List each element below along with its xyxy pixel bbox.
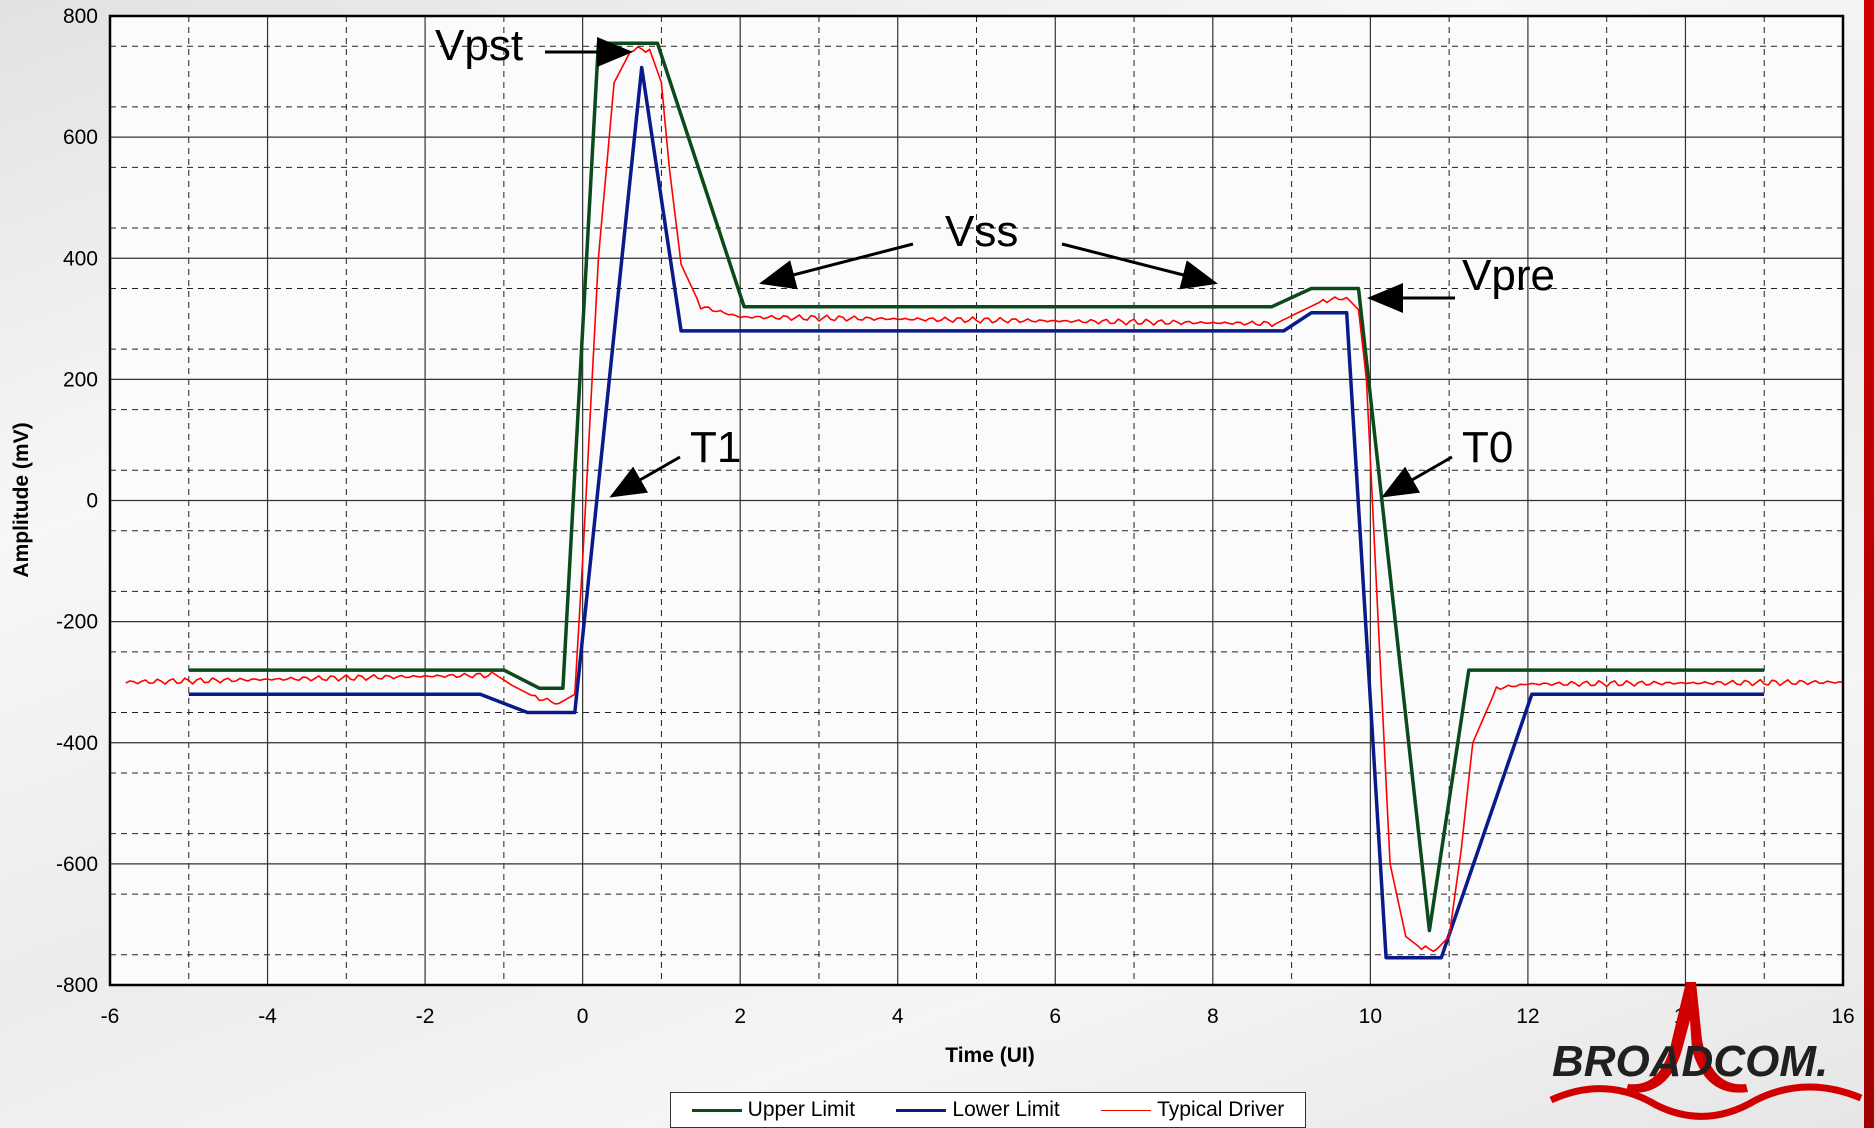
legend-item-typical: Typical Driver (1101, 1098, 1284, 1122)
logo-text: BROADCOM. (1552, 1037, 1828, 1086)
legend-item-lower: Lower Limit (896, 1098, 1060, 1122)
annotation-vss-arrow-right (1061, 242, 1218, 290)
y-tick-label: 800 (63, 5, 98, 28)
legend-label-upper: Upper Limit (747, 1098, 856, 1121)
annotation-t1-arrow (609, 455, 681, 498)
annotation-vss-arrow-left (759, 242, 914, 290)
y-axis-title: Amplitude (mV) (10, 422, 33, 577)
y-tick-labels: -800 -600 -400 -200 0 200 400 600 800 (56, 5, 98, 997)
x-tick-label: 2 (734, 1005, 746, 1028)
x-tick-label: 4 (892, 1005, 904, 1028)
legend-label-lower: Lower Limit (952, 1098, 1060, 1121)
y-tick-label: -800 (56, 974, 98, 997)
x-tick-labels: -6-4-20246810121416 (101, 1005, 1855, 1028)
legend-item-upper: Upper Limit (691, 1098, 856, 1122)
x-tick-label: 8 (1207, 1005, 1219, 1028)
legend-swatch-typical (1101, 1109, 1152, 1111)
legend-swatch-lower (896, 1108, 947, 1112)
x-tick-label: 16 (1831, 1005, 1854, 1028)
x-tick-label: 10 (1359, 1005, 1382, 1028)
annotation-vpre: Vpre (1462, 251, 1555, 300)
slide-edge-bar (1864, 0, 1874, 1128)
x-tick-label: 6 (1049, 1005, 1061, 1028)
y-tick-label: 0 (86, 490, 98, 513)
series-upper-limit (188, 41, 1765, 933)
annotation-t0: T0 (1462, 423, 1513, 472)
y-tick-label: -600 (56, 853, 98, 876)
grid (110, 16, 1843, 985)
y-tick-label: -200 (56, 611, 98, 634)
x-tick-label: 12 (1516, 1005, 1539, 1028)
annotation-t0-arrow (1381, 455, 1453, 498)
x-tick-label: 0 (577, 1005, 589, 1028)
logo-pulse-mark (1626, 982, 1748, 1093)
x-axis-title: Time (UI) (945, 1044, 1034, 1067)
x-tick-label: -6 (101, 1005, 120, 1028)
annotation-t1: T1 (690, 423, 741, 472)
series-layer (125, 41, 1844, 960)
x-tick-label: -2 (416, 1005, 435, 1028)
series-lower-limit (188, 65, 1765, 960)
y-tick-label: 200 (63, 368, 98, 391)
y-tick-label: 400 (63, 247, 98, 270)
logo-wave (1549, 1083, 1863, 1120)
annotation-vss: Vss (945, 207, 1018, 256)
y-tick-label: 600 (63, 126, 98, 149)
annotations: Vpst Vss Vpre T1 T0 (435, 21, 1555, 498)
series-typical-driver (125, 45, 1844, 953)
legend-label-typical: Typical Driver (1157, 1098, 1285, 1121)
y-tick-label: -400 (56, 732, 98, 755)
legend: Upper Limit Lower Limit Typical Driver (670, 1092, 1306, 1128)
plot-frame (108, 14, 1845, 987)
annotation-vpst: Vpst (435, 21, 523, 70)
broadcom-logo: BROADCOM. (1549, 982, 1863, 1120)
x-tick-label: -4 (258, 1005, 277, 1028)
legend-swatch-upper (691, 1108, 742, 1112)
